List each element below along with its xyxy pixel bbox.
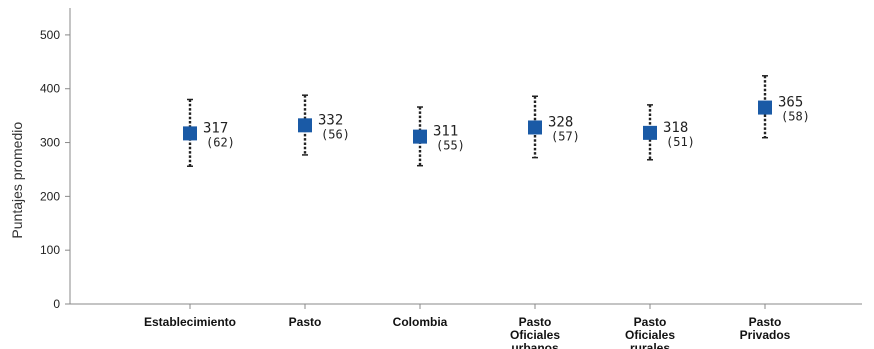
y-tick-label: 500 — [40, 28, 60, 42]
x-tick-label-line: Oficiales — [510, 328, 560, 342]
x-tick-label-line: Pasto — [749, 315, 782, 329]
data-value-label: 332 — [318, 112, 343, 128]
x-tick-label-line: urbanos — [511, 341, 559, 349]
y-tick-label: 200 — [40, 189, 60, 203]
data-value-label: 365 — [778, 95, 803, 111]
x-tick-label-line: Pasto — [289, 315, 322, 329]
data-point-group: 365(58) — [758, 75, 810, 139]
data-marks: 317(62)332(56) 311(55)328(57)318(51)365(5… — [183, 75, 810, 167]
data-sd-label: (51) — [666, 135, 695, 149]
data-marker — [298, 118, 312, 133]
data-sd-label: (58) — [781, 110, 810, 124]
x-tick-label-line: Oficiales — [625, 328, 675, 342]
data-point-group: 332(56) — [298, 94, 350, 156]
data-value-label: 311 — [433, 124, 458, 140]
x-tick-label-line: rurales — [630, 341, 670, 349]
x-tick-label-line: Pasto — [519, 315, 552, 329]
data-value-label: 317 — [203, 120, 228, 136]
data-marker — [413, 129, 427, 144]
x-tick-label: Colombia — [393, 315, 448, 329]
data-point-group: 328(57) — [528, 95, 580, 159]
data-marker — [758, 100, 772, 115]
data-marker — [528, 120, 542, 135]
y-axis-ticks: 0 100 200 300 400 500 — [40, 28, 70, 311]
data-value-label: 328 — [548, 114, 573, 130]
data-sd-label: (55) — [436, 139, 465, 153]
x-tick-label: Pasto Privados — [740, 315, 791, 342]
x-tick-label: Pasto Oficiales urbanos — [510, 315, 560, 349]
data-point-group: 311(55) — [413, 106, 465, 167]
x-tick-label: Pasto Oficiales rurales — [625, 315, 675, 349]
data-sd-label: (56) — [321, 127, 350, 141]
data-point-group: 318(51) — [643, 104, 695, 161]
x-tick-label: Establecimiento — [144, 315, 236, 329]
x-axis-ticks: Establecimiento Pasto Colombia Pasto Oficial… — [144, 304, 791, 349]
y-tick-label: 400 — [40, 82, 60, 96]
data-marker — [183, 126, 197, 141]
x-tick-label-line: Pasto — [634, 315, 667, 329]
y-tick-label: 300 — [40, 136, 60, 150]
x-tick-label-line: Privados — [740, 328, 791, 342]
data-value-label: 318 — [663, 120, 688, 136]
y-axis-label: Puntajes promedio — [9, 122, 25, 239]
data-point-group: 317(62) — [183, 98, 235, 167]
x-tick-label: Pasto — [289, 315, 322, 329]
data-sd-label: (62) — [206, 135, 235, 149]
x-tick-label-line: Establecimiento — [144, 315, 236, 329]
data-marker — [643, 125, 657, 140]
y-tick-label: 100 — [40, 243, 60, 257]
y-tick-label: 0 — [53, 297, 60, 311]
x-tick-label-line: Colombia — [393, 315, 448, 329]
data-sd-label: (57) — [551, 129, 580, 143]
